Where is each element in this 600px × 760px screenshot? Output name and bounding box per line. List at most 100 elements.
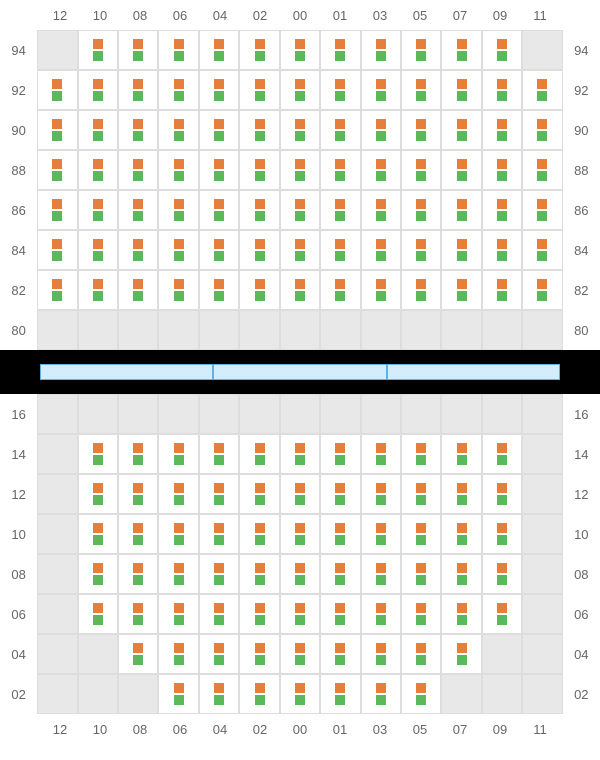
port-cell xyxy=(441,190,481,230)
port-cell xyxy=(320,30,360,70)
port-cell xyxy=(118,30,158,70)
col-label: 00 xyxy=(280,722,320,737)
led-top xyxy=(295,119,305,129)
port-cell xyxy=(401,230,441,270)
led-bottom xyxy=(457,91,467,101)
port-cell xyxy=(482,434,522,474)
led-bottom xyxy=(255,575,265,585)
port-cell xyxy=(78,634,118,674)
led-top xyxy=(214,683,224,693)
led-top xyxy=(295,603,305,613)
led-top xyxy=(133,199,143,209)
row-label-left: 02 xyxy=(0,687,37,702)
led-top xyxy=(174,279,184,289)
port-cell xyxy=(37,310,77,350)
led-bottom xyxy=(174,655,184,665)
port-cell xyxy=(441,514,481,554)
port-cell xyxy=(441,554,481,594)
led-bottom xyxy=(214,455,224,465)
led-top xyxy=(416,199,426,209)
led-bottom xyxy=(416,131,426,141)
port-cell xyxy=(522,150,562,190)
led-bottom xyxy=(133,171,143,181)
led-bottom xyxy=(295,615,305,625)
port-cell xyxy=(118,554,158,594)
port-cell xyxy=(239,110,279,150)
led-top xyxy=(295,279,305,289)
port-cell xyxy=(280,394,320,434)
led-top xyxy=(255,39,265,49)
led-top xyxy=(52,279,62,289)
row-label-right: 06 xyxy=(563,607,600,622)
led-bottom xyxy=(52,171,62,181)
led-top xyxy=(174,483,184,493)
led-top xyxy=(174,523,184,533)
port-cell xyxy=(118,230,158,270)
led-top xyxy=(416,279,426,289)
led-top xyxy=(133,279,143,289)
led-top xyxy=(457,563,467,573)
port-cell xyxy=(441,230,481,270)
row-label-left: 06 xyxy=(0,607,37,622)
port-cell xyxy=(361,310,401,350)
port-cell xyxy=(280,674,320,714)
port-cell xyxy=(78,594,118,634)
port-cell xyxy=(522,270,562,310)
separator-segment xyxy=(213,364,386,380)
led-bottom xyxy=(255,495,265,505)
led-top xyxy=(335,443,345,453)
led-bottom xyxy=(174,171,184,181)
col-label: 10 xyxy=(80,8,120,23)
port-cell xyxy=(401,110,441,150)
led-top xyxy=(214,79,224,89)
led-top xyxy=(457,199,467,209)
port-cell xyxy=(522,634,562,674)
led-bottom xyxy=(457,131,467,141)
led-bottom xyxy=(457,575,467,585)
col-label: 06 xyxy=(160,8,200,23)
led-top xyxy=(255,443,265,453)
port-cell xyxy=(320,394,360,434)
port-cell xyxy=(280,230,320,270)
separator-band xyxy=(0,350,600,394)
led-top xyxy=(133,239,143,249)
led-bottom xyxy=(295,495,305,505)
led-top xyxy=(376,159,386,169)
port-cell xyxy=(118,474,158,514)
row-label-right: 12 xyxy=(563,487,600,502)
port-cell xyxy=(441,150,481,190)
port-cell xyxy=(239,230,279,270)
port-cell xyxy=(522,434,562,474)
port-cell xyxy=(482,394,522,434)
led-bottom xyxy=(335,251,345,261)
led-top xyxy=(255,159,265,169)
row-label-left: 14 xyxy=(0,447,37,462)
row-label-right: 90 xyxy=(563,123,600,138)
led-top xyxy=(416,603,426,613)
port-cell xyxy=(239,310,279,350)
port-cell xyxy=(37,190,77,230)
col-label: 05 xyxy=(400,722,440,737)
port-cell xyxy=(199,310,239,350)
led-top xyxy=(295,483,305,493)
led-top xyxy=(457,643,467,653)
row-label-right: 14 xyxy=(563,447,600,462)
led-top xyxy=(537,199,547,209)
port-cell xyxy=(320,434,360,474)
port-cell xyxy=(522,310,562,350)
led-top xyxy=(497,239,507,249)
led-bottom xyxy=(214,615,224,625)
led-top xyxy=(214,159,224,169)
port-cell xyxy=(239,554,279,594)
led-top xyxy=(93,119,103,129)
led-top xyxy=(497,603,507,613)
port-cell xyxy=(199,190,239,230)
led-top xyxy=(174,159,184,169)
port-cell xyxy=(320,150,360,190)
col-label: 06 xyxy=(160,722,200,737)
led-top xyxy=(255,79,265,89)
port-cell xyxy=(158,594,198,634)
port-cell xyxy=(280,150,320,190)
led-bottom xyxy=(214,131,224,141)
led-bottom xyxy=(376,695,386,705)
